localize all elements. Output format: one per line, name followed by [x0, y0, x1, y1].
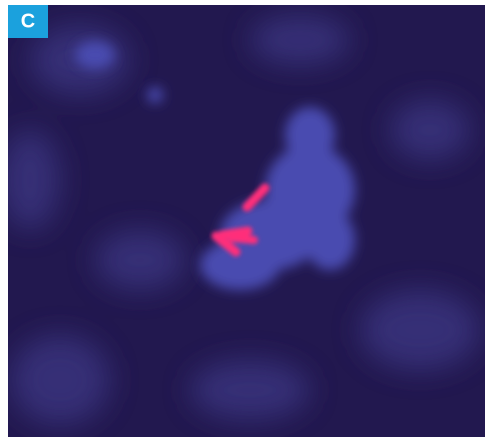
- cell-cluster: [75, 41, 355, 290]
- micrograph: [8, 5, 485, 437]
- bacteria: [211, 183, 270, 257]
- panel-label: C: [21, 10, 35, 32]
- label-box: [8, 5, 48, 38]
